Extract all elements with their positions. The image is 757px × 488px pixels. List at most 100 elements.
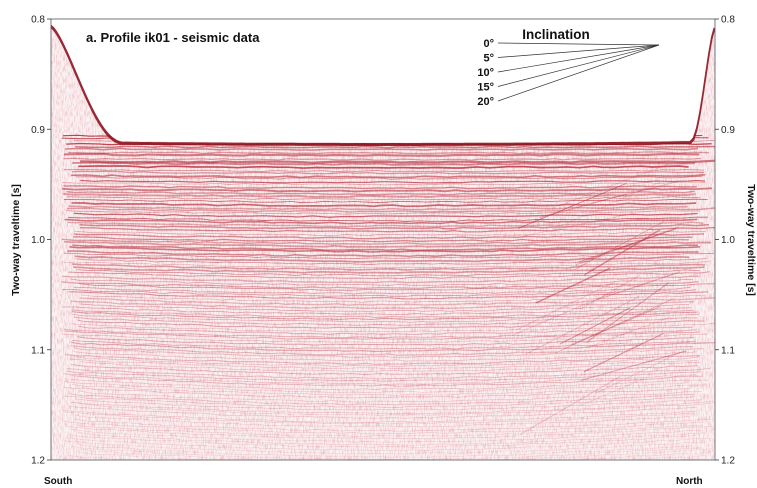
reflector-line	[70, 322, 715, 333]
reflector-line	[80, 159, 715, 164]
reflector-line	[62, 261, 710, 269]
reflector-line	[73, 423, 703, 438]
reflector-line	[63, 168, 704, 173]
reflector-line	[76, 356, 700, 367]
reflector-line	[64, 330, 700, 340]
reflector-line	[79, 448, 712, 460]
reflector-line	[78, 403, 712, 416]
y-axis-right: 0.8 0.9 1.0 1.1 1.2	[715, 15, 735, 467]
water-column	[51, 19, 715, 143]
reflector-line	[66, 190, 695, 196]
reflector-line	[63, 198, 708, 204]
reflector-line	[70, 341, 715, 353]
y-axis-label-right: Two-way traveltime [s]	[745, 184, 757, 296]
reflector-line	[71, 429, 702, 443]
reflector-line	[559, 307, 631, 345]
y-tick-label: 1.1	[721, 345, 735, 356]
reflector-line	[63, 386, 690, 399]
inclination-label: 20°	[477, 96, 494, 108]
reflector-line	[61, 333, 709, 344]
x-label-south: South	[44, 476, 72, 487]
reflector-line	[518, 182, 627, 229]
reflector-line	[72, 244, 699, 251]
reflector-line	[70, 300, 695, 310]
reflector-line	[73, 347, 704, 358]
reflector-line	[67, 250, 699, 258]
reflector-line	[72, 351, 697, 362]
reflector-line	[66, 367, 711, 380]
reflector-line	[570, 305, 661, 346]
reflector-line	[524, 296, 640, 356]
y-axis-label-left: Two-way traveltime [s]	[10, 184, 22, 296]
reflector-line	[77, 325, 693, 336]
reflector-line	[72, 463, 713, 477]
reflector-line	[521, 214, 627, 237]
reflector-line	[72, 161, 695, 166]
reflector-line	[62, 289, 697, 297]
reflector-line	[64, 395, 696, 408]
reflector-line	[80, 294, 706, 303]
y-tick-label: 0.9	[721, 125, 735, 136]
reflector-line	[68, 434, 701, 448]
reflector-line	[63, 193, 696, 199]
reflector-line	[586, 282, 670, 343]
reflector-line	[75, 418, 711, 432]
reflector-line	[69, 246, 700, 253]
reflector-line	[535, 267, 611, 304]
reflector-line	[555, 297, 674, 354]
reflector-line	[68, 406, 697, 419]
plot-area	[50, 18, 716, 477]
inclination-line-15	[497, 44, 660, 87]
reflector-line	[71, 375, 703, 387]
reflector-line	[63, 240, 712, 248]
reflector-line	[66, 370, 702, 382]
reflector-line	[552, 181, 661, 230]
reflector-line	[68, 291, 709, 300]
reflector-line	[68, 205, 688, 211]
reflector-line	[596, 271, 681, 301]
reflector-line	[76, 258, 707, 266]
reflector-line	[73, 414, 691, 428]
reflector-line	[64, 440, 701, 455]
reflector-line	[539, 193, 627, 219]
chart-title: a. Profile ik01 - seismic data	[86, 30, 260, 45]
reflector-line	[75, 176, 702, 180]
reflector-line	[64, 437, 712, 452]
reflector-line	[519, 375, 621, 436]
reflector-line	[515, 280, 616, 331]
y-tick-label: 1.2	[31, 456, 45, 467]
reflector-line	[78, 165, 689, 169]
reflector-line	[78, 283, 715, 291]
y-tick-label: 0.9	[31, 125, 45, 136]
reflector-line	[62, 410, 698, 423]
seafloor-reflector	[51, 24, 715, 146]
reflector-line	[63, 420, 705, 435]
reflector-line	[574, 221, 665, 270]
y-axis-left: 0.8 0.9 1.0 1.1 1.2	[31, 15, 51, 467]
reflector-line	[75, 398, 703, 411]
reflector-line	[71, 384, 706, 396]
reflector-line	[511, 288, 621, 336]
reflector-line	[579, 274, 641, 310]
reflector-line	[77, 431, 706, 446]
reflector-line	[63, 185, 697, 190]
reflector-line	[64, 328, 696, 339]
inclination-line-0	[497, 42, 660, 46]
reflector-line	[79, 303, 689, 312]
y-tick-label: 1.1	[31, 345, 45, 356]
reflector-line	[79, 297, 715, 306]
reflector-line	[70, 378, 709, 391]
reflector-line	[68, 216, 708, 222]
reflector-line	[65, 210, 701, 215]
inclination-title: Inclination	[522, 27, 590, 42]
reflector-line	[70, 345, 694, 356]
reflector-line	[71, 339, 696, 350]
reflector-line	[67, 393, 696, 406]
reflector-line	[73, 446, 702, 460]
reflector-line	[70, 173, 706, 179]
reflector-line	[77, 336, 695, 346]
reflector-line	[71, 170, 705, 175]
reflector-line	[71, 309, 695, 319]
reflector-line	[66, 207, 715, 213]
reflector-line	[62, 181, 706, 186]
